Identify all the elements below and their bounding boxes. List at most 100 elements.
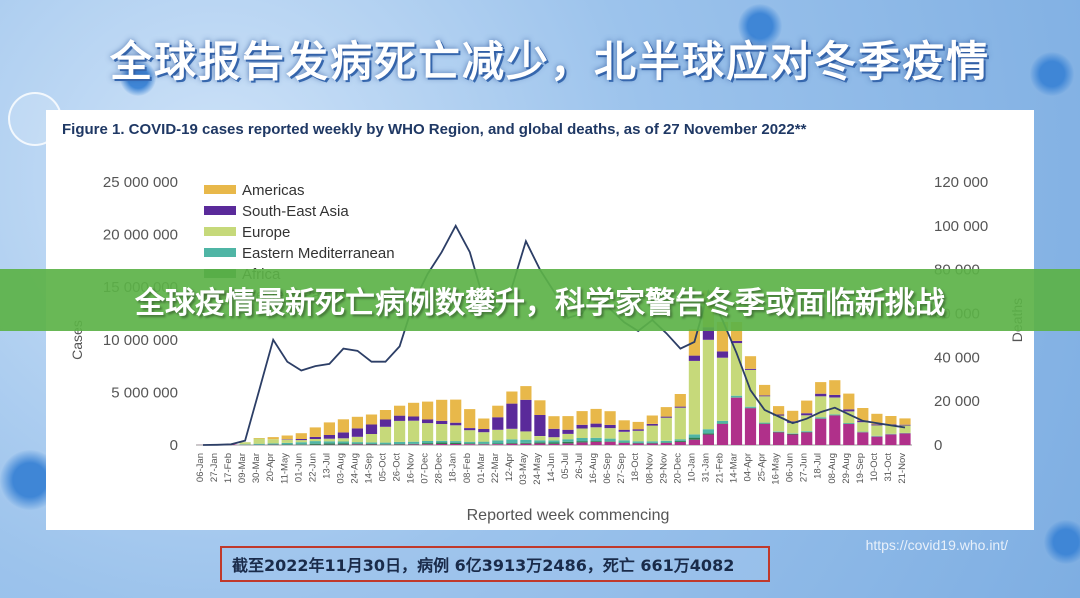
- bar-eastern-mediterranean: [773, 431, 785, 432]
- y2-tick-label: 100 000: [934, 218, 988, 235]
- x-tick-label: 27-Jun: [799, 453, 810, 482]
- bar-europe: [829, 397, 841, 415]
- bar-eastern-mediterranean: [267, 443, 279, 445]
- bar-western-pacific: [520, 443, 532, 445]
- bar-africa: [379, 444, 392, 445]
- x-tick-label: 05-Jul: [560, 453, 571, 479]
- x-tick-label: 03-May: [518, 453, 529, 485]
- bar-south-east-asia: [604, 424, 616, 429]
- x-tick-label: 06-Jun: [785, 453, 796, 482]
- bar-western-pacific: [843, 424, 855, 445]
- bar-americas: [632, 421, 644, 430]
- bar-europe: [815, 396, 827, 418]
- x-tick-label: 17-Feb: [223, 453, 234, 483]
- bar-south-east-asia: [744, 368, 757, 370]
- legend-swatch-south-east-asia: [204, 206, 236, 215]
- bar-western-pacific: [646, 443, 658, 445]
- bar-western-pacific: [899, 433, 911, 445]
- bar-eastern-mediterranean: [815, 417, 827, 419]
- bar-americas: [253, 438, 265, 439]
- x-tick-label: 16-Aug: [588, 453, 599, 484]
- bar-americas: [492, 405, 504, 418]
- bar-eastern-mediterranean: [759, 422, 771, 424]
- stats-box: 截至2022年11月30日，病例 6亿3913万2486，死亡 661万4082: [220, 546, 770, 582]
- bar-africa: [337, 443, 349, 445]
- bar-americas: [843, 393, 855, 410]
- bar-western-pacific: [787, 434, 799, 445]
- bar-europe: [871, 425, 883, 436]
- bar-africa: [548, 442, 560, 444]
- bar-africa: [422, 443, 434, 445]
- bar-western-pacific: [871, 436, 883, 445]
- bar-south-east-asia: [730, 341, 743, 344]
- bar-western-pacific: [408, 444, 420, 445]
- chart-title: Figure 1. COVID-19 cases reported weekly…: [62, 121, 807, 138]
- bar-eastern-mediterranean: [730, 395, 743, 398]
- bar-americas: [506, 391, 518, 404]
- bar-americas: [716, 321, 729, 352]
- bar-europe: [716, 357, 729, 421]
- bar-americas: [871, 413, 883, 425]
- bar-south-east-asia: [450, 422, 462, 426]
- x-tick-label: 09-Mar: [237, 453, 248, 483]
- x-tick-label: 20-Dec: [672, 453, 683, 484]
- bar-africa: [436, 442, 448, 444]
- bar-europe: [422, 423, 434, 441]
- bar-western-pacific: [422, 444, 434, 445]
- y-tick-label: 0: [170, 437, 178, 454]
- bar-eastern-mediterranean: [829, 414, 841, 416]
- bar-europe: [562, 434, 574, 440]
- bar-western-pacific: [660, 442, 672, 445]
- bar-south-east-asia: [492, 417, 504, 430]
- bar-eastern-mediterranean: [379, 442, 392, 445]
- bar-europe: [899, 425, 911, 433]
- bar-eastern-mediterranean: [450, 441, 462, 443]
- bar-europe: [337, 438, 349, 442]
- bar-americas: [337, 419, 349, 433]
- bar-africa: [464, 443, 476, 445]
- bar-europe: [450, 425, 462, 442]
- x-tick-label: 31-Oct: [883, 453, 894, 482]
- bar-western-pacific: [548, 443, 560, 445]
- bar-eastern-mediterranean: [843, 423, 855, 424]
- bar-europe: [408, 420, 420, 442]
- bar-americas: [267, 437, 279, 440]
- bar-western-pacific: [801, 432, 813, 445]
- bar-eastern-mediterranean: [492, 440, 504, 444]
- bar-europe: [267, 439, 279, 444]
- bar-africa: [365, 443, 378, 445]
- bar-europe: [436, 424, 448, 441]
- bar-western-pacific: [590, 441, 602, 445]
- bar-africa: [674, 440, 686, 442]
- bar-africa: [632, 442, 644, 444]
- bar-western-pacific: [688, 439, 700, 445]
- x-tick-label: 04-Apr: [743, 453, 754, 482]
- legend-label-europe: Europe: [242, 224, 290, 241]
- x-tick-label: 27-Sep: [616, 453, 627, 484]
- bar-americas: [576, 411, 588, 425]
- x-tick-label: 22-Jun: [307, 453, 318, 482]
- bar-south-east-asia: [702, 327, 714, 340]
- bar-eastern-mediterranean: [351, 442, 363, 444]
- x-tick-label: 10-Oct: [869, 453, 880, 482]
- source-watermark: https://covid19.who.int/: [865, 537, 1008, 553]
- bar-africa: [576, 441, 588, 443]
- legend-swatch-americas: [204, 185, 236, 194]
- bar-americas: [379, 410, 392, 420]
- bar-europe: [590, 427, 602, 438]
- bar-south-east-asia: [632, 429, 644, 431]
- x-tick-label: 24-May: [532, 453, 543, 485]
- bar-africa: [309, 443, 321, 445]
- bar-eastern-mediterranean: [562, 439, 574, 442]
- bar-south-east-asia: [787, 421, 799, 423]
- bar-western-pacific: [618, 442, 630, 445]
- overlay-banner: 全球疫情最新死亡病例数攀升，科学家警告冬季或面临新挑战: [0, 269, 1080, 331]
- virus-decoration-icon: [738, 4, 782, 48]
- bar-europe: [394, 420, 406, 442]
- bar-africa: [590, 441, 602, 442]
- x-tick-label: 13-Jul: [321, 453, 332, 479]
- bar-south-east-asia: [379, 419, 392, 427]
- bar-eastern-mediterranean: [408, 441, 420, 444]
- bar-americas: [450, 399, 462, 423]
- bar-europe: [239, 442, 251, 445]
